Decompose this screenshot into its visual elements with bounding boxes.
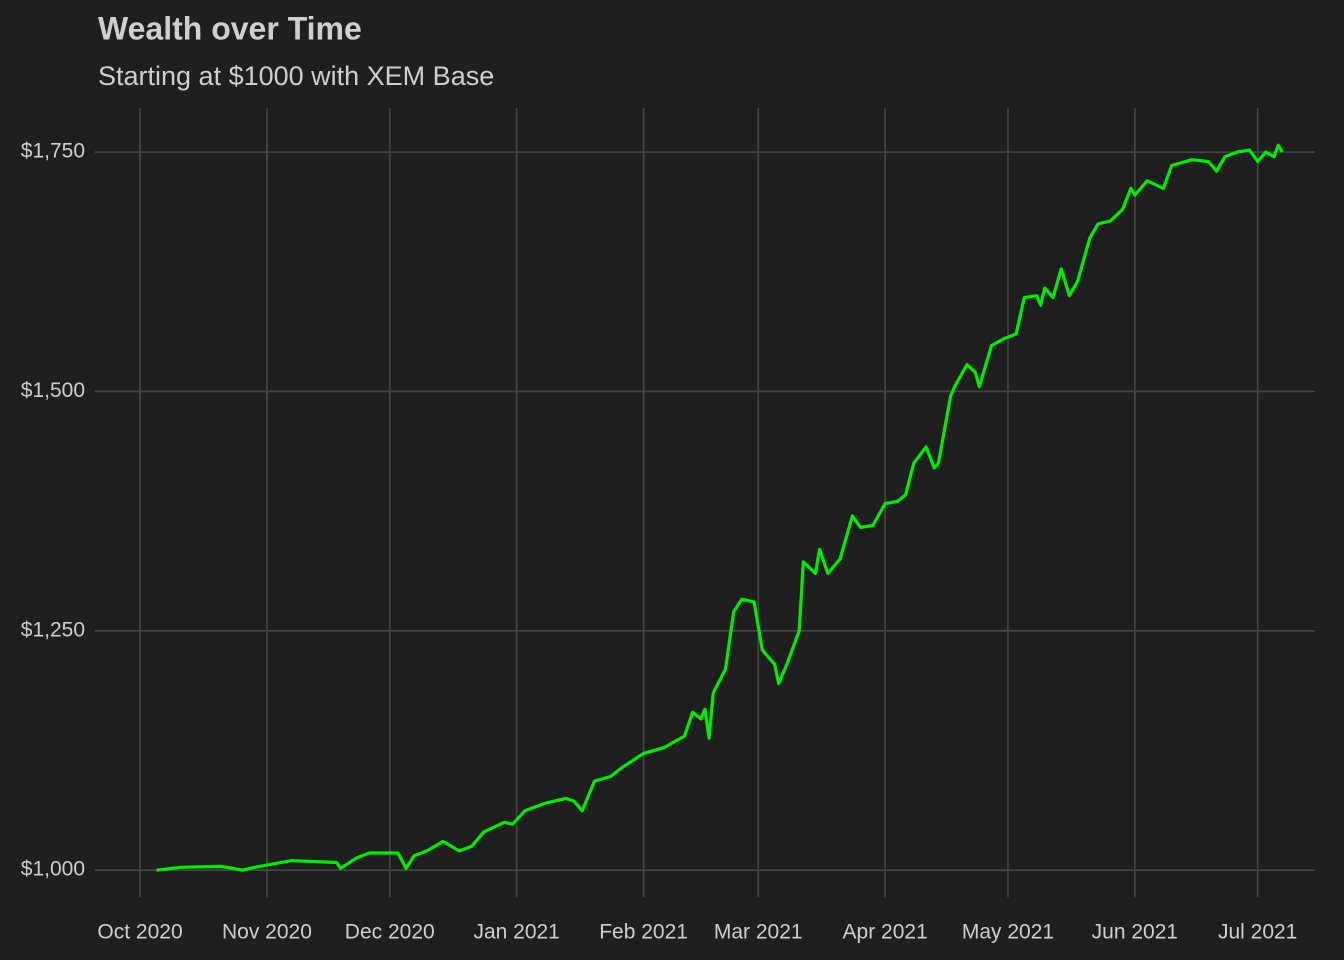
x-tick-label: Jul 2021 [1218,921,1297,944]
chart-subtitle: Starting at $1000 with XEM Base [98,61,494,91]
chart-title: Wealth over Time [98,10,362,46]
x-tick-label: Apr 2021 [843,921,928,944]
x-tick-label: Dec 2020 [345,921,435,944]
x-tick-label: Nov 2020 [222,921,312,944]
x-tick-label: Jun 2021 [1092,921,1178,944]
y-tick-label: $1,750 [21,140,85,163]
x-tick-label: Feb 2021 [599,921,688,944]
y-tick-label: $1,250 [21,618,85,641]
line [156,143,1284,872]
x-tick-label: Mar 2021 [714,921,803,944]
x-tick-label: May 2021 [962,921,1054,944]
x-tick-label: Oct 2020 [97,921,182,944]
x-tick-label: Jan 2021 [473,921,559,944]
y-tick-label: $1,500 [21,379,85,402]
y-tick-label: $1,000 [21,858,85,881]
